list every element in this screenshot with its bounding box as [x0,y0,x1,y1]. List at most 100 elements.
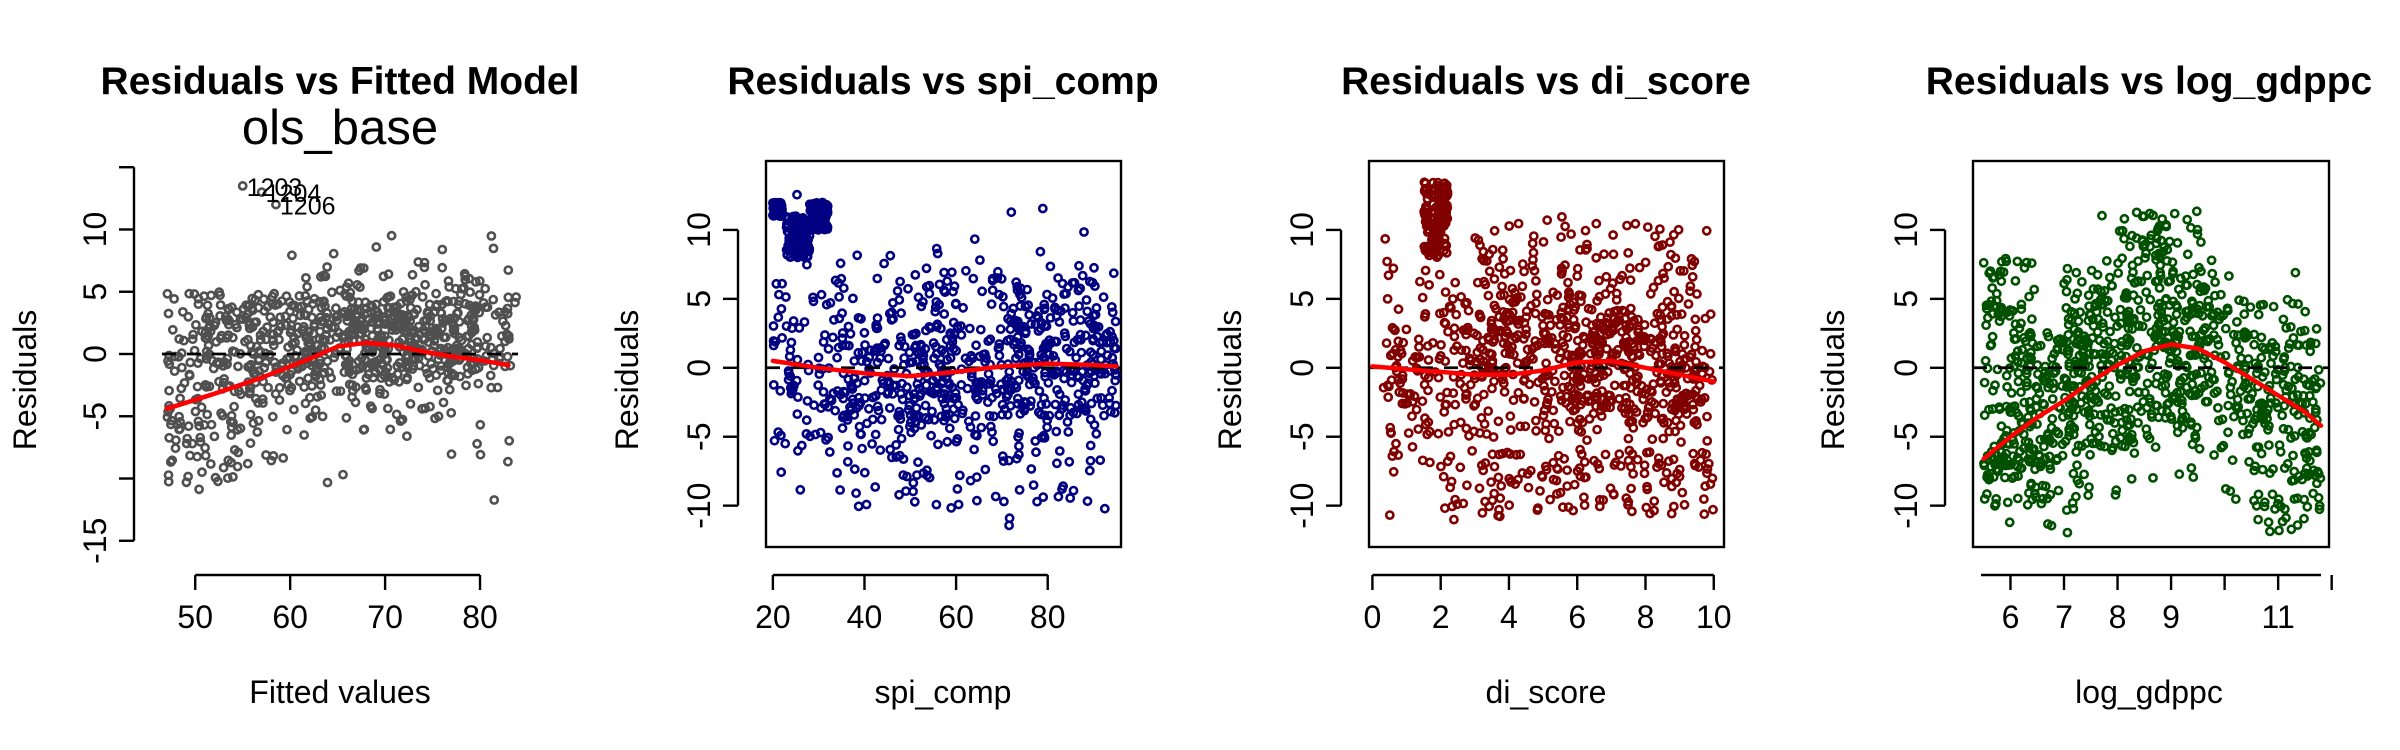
scatter-point [1611,294,1622,305]
scatter-point [773,206,784,216]
scatter-point [2251,442,2262,453]
scatter-point [839,410,849,421]
scatter-point [489,495,500,505]
scatter-point [1625,275,1636,285]
scatter-point [1620,380,1631,391]
scatter-point [912,379,923,389]
scatter-point [2046,520,2057,531]
scatter-point [1655,309,1666,320]
scatter-point [2292,520,2303,530]
scatter-point [1489,488,1500,499]
scatter-point [1515,421,1526,432]
scatter-point [1987,283,1998,293]
scatter-point [1573,390,1583,401]
scatter-point [949,281,960,292]
scatter-point [409,308,419,319]
scatter-point [2064,430,2074,441]
scatter-point [2071,267,2082,278]
scatter-point [2048,438,2058,449]
scatter-point [2168,296,2179,307]
scatter-point [947,332,958,343]
scatter-point [1688,448,1699,459]
scatter-point [2119,233,2129,244]
scatter-point [1657,302,1668,313]
scatter-point [2022,353,2032,364]
scatter-point [326,287,337,298]
scatter-point [876,346,886,357]
scatter-point [1108,335,1119,346]
y-tick-label: -15 [77,518,113,564]
scatter-point [2230,494,2241,504]
scatter-point [860,393,870,403]
scatter-point [1104,398,1115,409]
scatter-point [1994,316,2005,327]
scatter-point [353,356,364,367]
scatter-point [2156,381,2167,391]
scatter-point [2001,370,2012,381]
scatter-point [2174,469,2185,480]
scatter-point [768,321,779,331]
scatter-point [1091,428,1102,439]
scatter-point [2124,420,2135,430]
scatter-point [2153,275,2163,286]
scatter-point [2083,490,2094,501]
scatter-point [2124,318,2135,328]
scatter-point [262,322,272,333]
scatter-point [1014,484,1025,495]
scatter-point [2257,464,2268,475]
scatter-point [2099,388,2110,399]
scatter-point [1545,320,1556,331]
plot-frame [1367,159,1726,549]
scatter-point [1673,293,1684,304]
scatter-point [2161,221,2172,232]
scatter-point [1626,416,1637,427]
scatter-point [1071,352,1082,363]
scatter-point [449,370,460,381]
scatter-point [912,346,923,357]
scatter-point [1691,334,1702,345]
scatter-point [2270,341,2281,352]
scatter-point [224,315,234,326]
scatter-point [510,297,520,308]
scatter-point [849,373,859,384]
scatter-point [1389,324,1400,335]
scatter-point [1004,513,1015,524]
scatter-point [1979,410,1990,421]
scatter-point [1677,487,1688,498]
scatter-point [2278,379,2289,390]
scatter-point [1666,473,1677,484]
scatter-point [210,317,221,328]
scatter-point [1576,449,1587,460]
scatter-point [257,398,268,408]
scatter-point [2128,372,2139,383]
scatter-point [999,496,1009,507]
scatter-point [1064,346,1075,357]
scatter-point [802,395,813,406]
scatter-point [164,359,175,370]
scatter-point [872,273,883,284]
scatter-point [406,326,417,337]
scatter-point [2026,405,2036,416]
scatter-point [284,297,295,307]
scatter-point [882,378,893,389]
scatter-point [496,331,507,341]
scatter-point [190,319,201,330]
scatter-point [1045,261,1056,272]
scatter-point [2119,213,2130,224]
scatter-point [1639,319,1650,330]
scatter-point [315,312,326,323]
scatter-point [386,230,397,241]
scatter-point [2220,483,2231,494]
scatter-point [1067,307,1078,318]
scatter-point [1003,373,1014,384]
scatter-point [921,325,931,336]
scatter-point [853,501,864,512]
scatter-point [1661,467,1672,478]
scatter-point [2152,400,2162,411]
scatter-point [214,376,224,387]
scatter-point [954,470,965,481]
scatter-point [2227,455,2238,466]
scatter-point [1422,227,1433,237]
scatter-point [413,382,424,393]
scatter-point [2249,339,2260,350]
